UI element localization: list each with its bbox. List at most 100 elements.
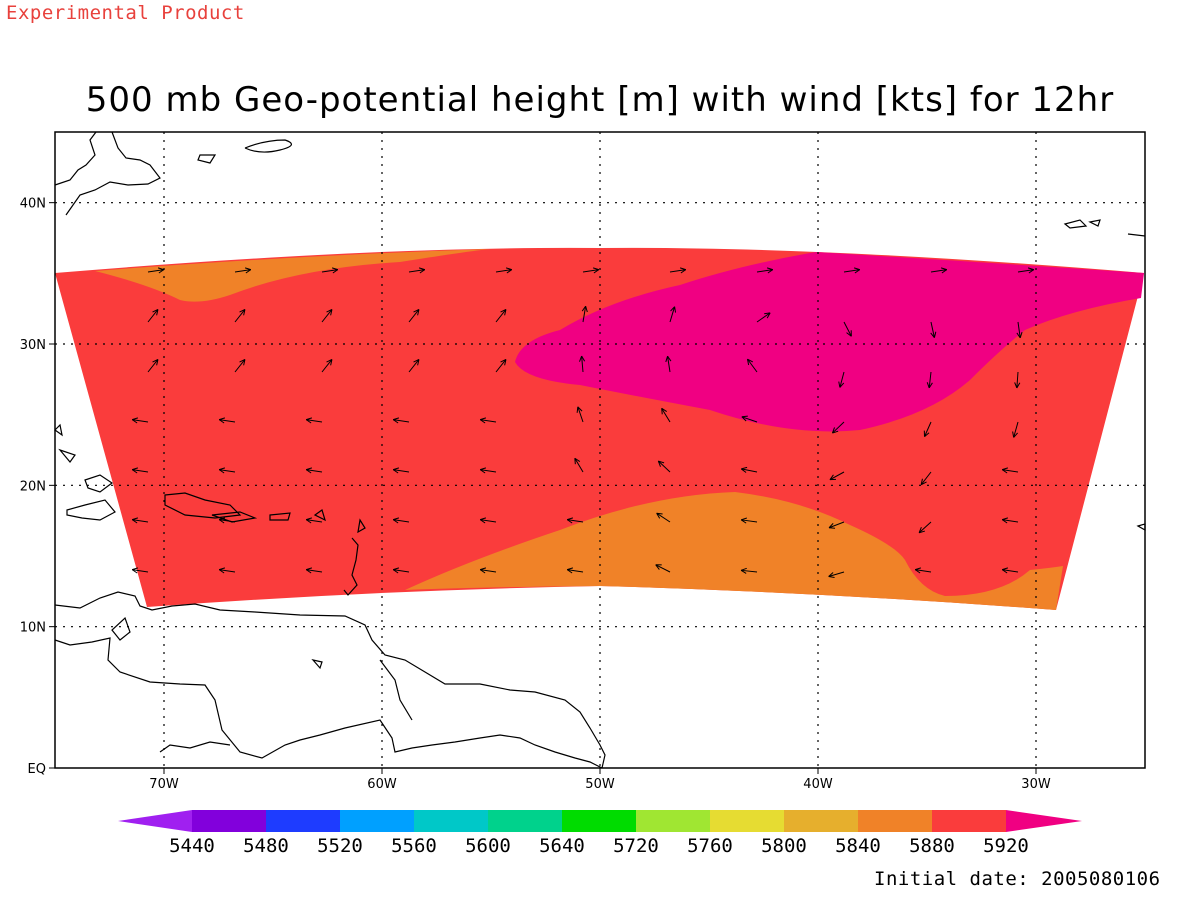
wind-arrow xyxy=(479,467,497,474)
wind-arrow xyxy=(843,267,861,274)
wind-arrow xyxy=(574,457,584,473)
wind-arrow xyxy=(926,371,933,389)
wind-arrow xyxy=(914,567,932,574)
legend-swatch xyxy=(636,810,710,832)
wind-arrow xyxy=(756,312,771,323)
coastline-segment xyxy=(58,448,76,463)
legend-level-label: 5760 xyxy=(687,835,733,857)
chart-title: 500 mb Geo-potential height [m] with win… xyxy=(85,80,1115,120)
lat-tick-label: 30N xyxy=(20,338,46,353)
wind-arrow xyxy=(665,355,672,373)
legend-level-label: 5640 xyxy=(539,835,585,857)
wind-arrow xyxy=(930,321,937,338)
coastline-segment xyxy=(379,659,413,721)
coastline-segment xyxy=(197,154,217,164)
coastline-segment xyxy=(343,537,359,596)
wind-arrow xyxy=(392,567,410,574)
wind-arrow xyxy=(218,417,236,424)
coastline-segment xyxy=(65,131,161,216)
lon-tick-label: 30W xyxy=(1021,777,1051,792)
wind-arrow xyxy=(657,460,671,473)
wind-arrow xyxy=(218,517,236,524)
wind-vectors xyxy=(131,267,1035,578)
legend-level-label: 5800 xyxy=(761,835,807,857)
wind-arrow xyxy=(661,407,671,423)
legend-swatch-above xyxy=(1006,810,1082,832)
wind-arrow xyxy=(1001,517,1019,524)
wind-arrow xyxy=(746,358,758,373)
wind-arrow xyxy=(392,517,410,524)
lat-tick-label: 20N xyxy=(20,479,46,494)
wind-arrow xyxy=(321,309,333,323)
wind-arrow xyxy=(1012,421,1019,438)
wind-arrow xyxy=(495,359,507,373)
coastline-segment xyxy=(164,492,242,519)
legend-level-label: 5720 xyxy=(613,835,659,857)
legend-swatch xyxy=(932,810,1006,832)
coastline-segment xyxy=(311,659,323,670)
wind-arrow xyxy=(930,267,948,274)
coastline-segment xyxy=(357,518,366,534)
wind-arrow xyxy=(392,417,410,424)
legend-level-label: 5560 xyxy=(391,835,437,857)
wind-arrow xyxy=(828,521,845,529)
wind-arrow xyxy=(838,371,845,388)
wind-arrow xyxy=(1016,321,1023,339)
wind-arrow xyxy=(218,567,236,574)
wind-arrow xyxy=(479,517,497,524)
wind-arrow xyxy=(234,359,246,373)
wind-arrow xyxy=(829,471,845,481)
wind-arrow xyxy=(479,567,497,574)
axis-ticks: 40N 30N 20N 10N EQ 70W 60W 50W 40W 30W xyxy=(20,197,1051,792)
legend-level-label: 5840 xyxy=(835,835,881,857)
coastline-segment xyxy=(54,131,97,186)
wind-arrow xyxy=(495,309,507,323)
wind-arrow xyxy=(147,267,165,274)
wind-arrow xyxy=(234,267,252,274)
wind-arrow xyxy=(581,305,588,323)
wind-arrow xyxy=(305,517,323,524)
coastline-segment xyxy=(66,499,116,521)
legend-swatch xyxy=(340,810,414,832)
wind-arrow xyxy=(741,415,758,423)
wind-arrow xyxy=(305,417,323,424)
wind-arrow xyxy=(669,306,677,323)
initial-date-label: Initial date: 2005080106 xyxy=(874,868,1161,890)
lon-tick-label: 40W xyxy=(803,777,833,792)
legend-swatch xyxy=(192,810,266,832)
wind-arrow xyxy=(576,406,584,423)
legend-level-label: 5880 xyxy=(909,835,955,857)
band-above-5920 xyxy=(515,252,1144,432)
wind-arrow xyxy=(831,421,845,434)
wind-arrow xyxy=(1001,467,1019,474)
wind-arrow xyxy=(131,567,149,574)
lon-tick-label: 50W xyxy=(585,777,615,792)
wind-arrow xyxy=(479,417,497,424)
coastline-segment xyxy=(1063,219,1088,229)
coastline-segment xyxy=(111,616,131,641)
wind-arrow xyxy=(218,467,236,474)
legend-level-label: 5600 xyxy=(465,835,511,857)
wind-arrow xyxy=(918,521,932,534)
legend-swatch xyxy=(562,810,636,832)
lon-tick-label: 60W xyxy=(367,777,397,792)
wind-arrow xyxy=(408,359,420,373)
wind-arrow xyxy=(305,467,323,474)
band-5840-5880-south xyxy=(405,492,1063,610)
coastline-segment xyxy=(54,591,606,769)
wind-arrow xyxy=(408,267,426,274)
wind-arrow xyxy=(923,421,932,438)
legend-swatch xyxy=(414,810,488,832)
lat-lon-grid xyxy=(55,132,1145,768)
wind-arrow xyxy=(579,355,586,373)
wind-arrow xyxy=(1017,267,1035,274)
wind-arrow xyxy=(392,467,410,474)
lon-tick-label: 70W xyxy=(149,777,179,792)
coastline-segment xyxy=(1136,523,1146,532)
legend-level-label: 5480 xyxy=(243,835,289,857)
wind-arrow xyxy=(566,567,584,574)
coastline-segment xyxy=(54,637,603,769)
coastline-segment xyxy=(313,509,326,522)
coastlines xyxy=(54,131,1146,769)
wind-arrow xyxy=(1014,371,1021,389)
